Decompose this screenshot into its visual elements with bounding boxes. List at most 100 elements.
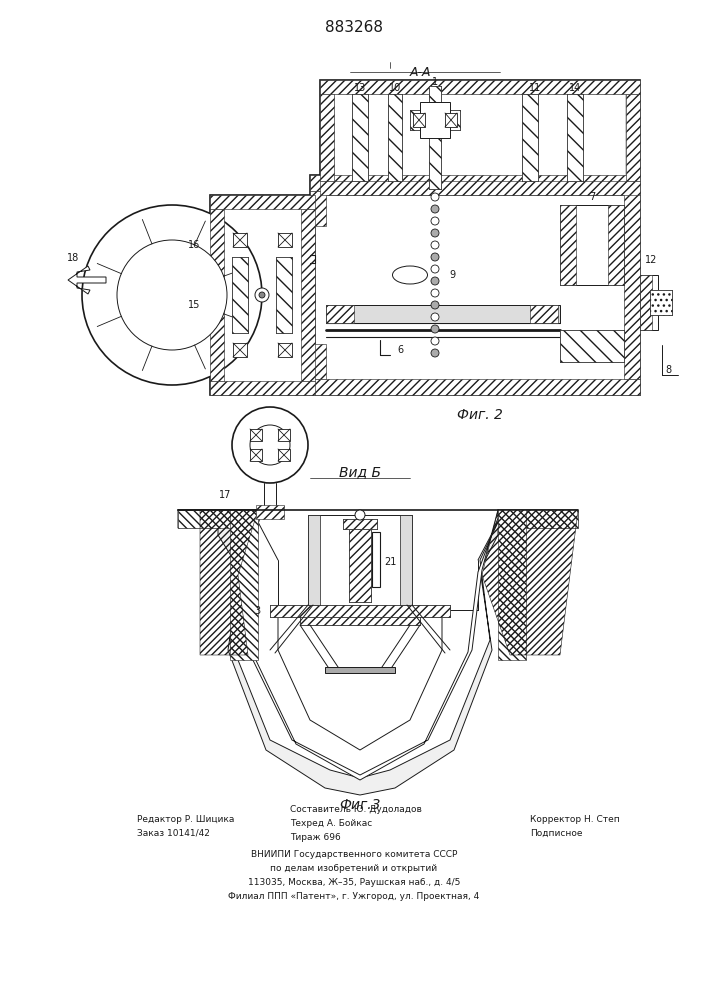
Ellipse shape xyxy=(392,266,428,284)
Text: Фиг. 2: Фиг. 2 xyxy=(457,408,503,422)
Bar xyxy=(310,175,640,395)
Circle shape xyxy=(431,265,439,273)
Bar xyxy=(233,343,247,357)
Bar xyxy=(413,113,425,127)
Circle shape xyxy=(259,292,265,298)
Text: 4: 4 xyxy=(375,542,381,552)
Bar xyxy=(320,80,640,94)
Text: 13: 13 xyxy=(354,83,366,93)
Bar xyxy=(429,86,441,189)
Bar xyxy=(530,305,558,323)
Bar xyxy=(349,527,371,602)
Bar xyxy=(270,605,450,617)
Circle shape xyxy=(431,193,439,201)
Circle shape xyxy=(431,325,439,333)
Circle shape xyxy=(117,240,227,350)
Circle shape xyxy=(431,313,439,321)
Circle shape xyxy=(431,205,439,213)
Bar xyxy=(388,94,402,181)
Bar xyxy=(210,209,224,381)
Bar xyxy=(567,94,583,181)
Bar xyxy=(326,305,354,323)
Bar xyxy=(352,94,368,181)
Bar xyxy=(178,510,258,528)
Bar xyxy=(640,275,652,330)
Bar xyxy=(626,94,640,181)
Circle shape xyxy=(232,407,308,483)
Bar xyxy=(420,102,450,138)
Text: 11: 11 xyxy=(529,83,541,93)
Bar xyxy=(560,205,576,285)
Bar xyxy=(624,191,640,379)
Bar xyxy=(232,257,248,333)
Bar xyxy=(308,515,412,605)
Bar xyxy=(445,113,457,127)
Text: 12: 12 xyxy=(645,255,658,265)
Text: 21: 21 xyxy=(384,557,397,567)
Polygon shape xyxy=(238,510,498,780)
Bar xyxy=(608,205,624,285)
Text: Фиг.3: Фиг.3 xyxy=(339,798,381,812)
Text: 9: 9 xyxy=(449,270,455,280)
Bar xyxy=(388,94,402,181)
Bar xyxy=(352,94,368,181)
Bar xyxy=(349,527,371,602)
Text: Корректор Н. Степ: Корректор Н. Степ xyxy=(530,815,620,824)
Text: А-А: А-А xyxy=(409,66,431,79)
Circle shape xyxy=(431,241,439,249)
Bar xyxy=(278,449,290,461)
Text: 1: 1 xyxy=(432,77,438,87)
Bar xyxy=(325,667,395,673)
Bar xyxy=(230,510,258,660)
Text: ВНИИПИ Государственного комитета СССР: ВНИИПИ Государственного комитета СССР xyxy=(251,850,457,859)
Bar xyxy=(300,617,420,625)
Bar xyxy=(270,605,450,617)
Bar xyxy=(308,515,320,605)
Bar xyxy=(650,290,672,315)
Bar xyxy=(233,233,247,247)
Bar xyxy=(276,257,292,333)
Text: Составитель Ю. Дудоладов: Составитель Ю. Дудоладов xyxy=(290,805,422,814)
Bar xyxy=(210,195,315,209)
Bar xyxy=(276,257,292,333)
Text: Вид Б: Вид Б xyxy=(339,465,381,479)
Bar xyxy=(410,110,460,130)
Bar xyxy=(498,510,578,528)
Bar xyxy=(250,449,262,461)
Bar xyxy=(300,617,420,625)
Bar xyxy=(650,290,672,315)
Circle shape xyxy=(431,289,439,297)
Bar xyxy=(256,505,284,519)
Text: Подписное: Подписное xyxy=(530,829,583,838)
Text: 6: 6 xyxy=(397,345,403,355)
Bar xyxy=(320,181,640,195)
Circle shape xyxy=(431,229,439,237)
Text: 18: 18 xyxy=(67,253,79,263)
Bar xyxy=(343,519,377,529)
Text: 113035, Москва, Ж–35, Раушская наб., д. 4/5: 113035, Москва, Ж–35, Раушская наб., д. … xyxy=(248,878,460,887)
Text: 3: 3 xyxy=(254,606,260,616)
Circle shape xyxy=(431,337,439,345)
Bar xyxy=(372,532,380,587)
Bar xyxy=(278,233,292,247)
Text: Редактор Р. Шицика: Редактор Р. Шицика xyxy=(137,815,235,824)
Bar xyxy=(522,94,538,181)
Bar xyxy=(429,86,441,189)
Bar xyxy=(560,330,624,362)
Bar xyxy=(250,429,262,441)
Text: 883268: 883268 xyxy=(325,20,383,35)
Circle shape xyxy=(431,301,439,309)
Bar xyxy=(310,344,326,379)
Bar xyxy=(210,195,315,395)
Bar xyxy=(400,515,412,605)
Bar xyxy=(310,175,640,191)
Bar xyxy=(522,94,538,181)
Circle shape xyxy=(250,425,290,465)
Bar xyxy=(278,343,292,357)
Circle shape xyxy=(431,277,439,285)
Text: 8: 8 xyxy=(665,365,671,375)
Bar xyxy=(320,94,334,181)
Text: 7: 7 xyxy=(589,192,595,202)
Text: Техред А. Бойкас: Техред А. Бойкас xyxy=(290,819,373,828)
Bar xyxy=(278,429,290,441)
